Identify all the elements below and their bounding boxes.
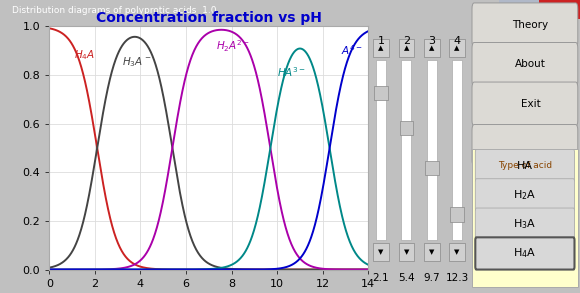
Text: □: □ <box>525 6 534 15</box>
Bar <box>450 243 465 261</box>
Bar <box>401 60 411 240</box>
Bar <box>373 243 389 261</box>
Text: H$_4$A: H$_4$A <box>513 246 536 260</box>
FancyBboxPatch shape <box>472 125 578 166</box>
Bar <box>539 0 580 19</box>
Bar <box>450 39 465 57</box>
Text: 3: 3 <box>428 36 435 46</box>
Text: $HA^{3-}$: $HA^{3-}$ <box>277 65 306 79</box>
Text: ▼: ▼ <box>404 249 409 255</box>
Text: HA: HA <box>517 161 533 171</box>
Bar <box>472 149 578 287</box>
Text: H$_3$A: H$_3$A <box>513 217 536 231</box>
Text: ▼: ▼ <box>429 249 434 255</box>
Text: ▲: ▲ <box>429 45 434 51</box>
Text: 2: 2 <box>403 36 410 46</box>
Text: ▲: ▲ <box>378 45 384 51</box>
Text: 2.1: 2.1 <box>373 273 389 283</box>
Bar <box>376 60 386 240</box>
Text: 1: 1 <box>378 36 385 46</box>
Bar <box>424 39 440 57</box>
Text: Type of acid: Type of acid <box>498 161 552 170</box>
Text: $H_4A$: $H_4A$ <box>74 48 96 62</box>
Bar <box>450 207 464 222</box>
Bar <box>373 39 389 57</box>
Text: 4: 4 <box>454 36 461 46</box>
Bar <box>374 86 388 100</box>
FancyBboxPatch shape <box>476 208 574 240</box>
Title: Concentration fraction vs pH: Concentration fraction vs pH <box>96 11 322 25</box>
FancyBboxPatch shape <box>476 179 574 211</box>
Bar <box>400 121 413 135</box>
Text: $H_3A^-$: $H_3A^-$ <box>122 56 151 69</box>
Text: ▲: ▲ <box>454 45 460 51</box>
Bar <box>499 0 519 19</box>
Text: Exit: Exit <box>520 99 541 109</box>
Bar <box>452 60 462 240</box>
Text: Distribution diagrams of polyprotic acids  1.0: Distribution diagrams of polyprotic acid… <box>12 6 216 15</box>
Bar <box>519 0 539 19</box>
Text: ▼: ▼ <box>454 249 460 255</box>
Bar <box>427 60 437 240</box>
Bar <box>425 161 438 175</box>
Text: H$_2$A: H$_2$A <box>513 188 536 202</box>
FancyBboxPatch shape <box>472 82 578 126</box>
Text: $H_2A^{2-}$: $H_2A^{2-}$ <box>216 39 249 54</box>
Text: X: X <box>556 6 563 16</box>
Text: ▼: ▼ <box>378 249 384 255</box>
Text: ▲: ▲ <box>404 45 409 51</box>
Text: $A^{4-}$: $A^{4-}$ <box>341 43 362 57</box>
Text: 5.4: 5.4 <box>398 273 415 283</box>
FancyBboxPatch shape <box>476 237 574 270</box>
Text: Theory: Theory <box>512 20 549 30</box>
FancyBboxPatch shape <box>476 149 574 182</box>
FancyBboxPatch shape <box>472 42 578 86</box>
Text: 12.3: 12.3 <box>445 273 469 283</box>
Text: 9.7: 9.7 <box>423 273 440 283</box>
Bar <box>424 243 440 261</box>
Text: About: About <box>515 59 546 69</box>
Bar <box>398 39 414 57</box>
FancyBboxPatch shape <box>472 3 578 47</box>
Bar <box>398 243 414 261</box>
Text: −: − <box>505 6 514 16</box>
